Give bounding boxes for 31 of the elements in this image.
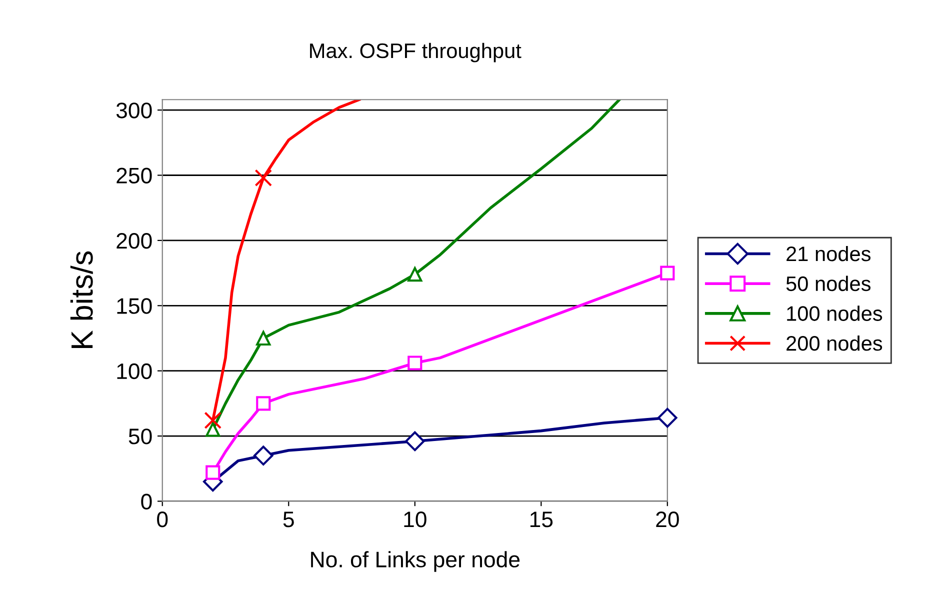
point bbox=[254, 169, 272, 187]
y-tick-label: 200 bbox=[116, 232, 152, 249]
point bbox=[658, 408, 678, 428]
y-tick-label: 50 bbox=[128, 428, 152, 444]
point bbox=[408, 356, 422, 370]
point bbox=[256, 396, 271, 411]
legend-label: 50 nodes bbox=[786, 276, 870, 292]
x-tick-label: 10 bbox=[404, 512, 426, 528]
point bbox=[660, 266, 675, 280]
x-axis-title: No. of Links per node bbox=[311, 551, 520, 572]
legend-label: 21 nodes bbox=[786, 246, 870, 262]
y-tick-label: 300 bbox=[116, 102, 152, 118]
x-tick-label: 0 bbox=[157, 512, 168, 528]
y-axis-title: K bits/s bbox=[70, 251, 93, 348]
point bbox=[204, 412, 222, 430]
y-tick-label: 250 bbox=[116, 168, 152, 184]
y-tick-label: 100 bbox=[117, 363, 152, 380]
point bbox=[206, 465, 220, 480]
chart-title: Max. OSPF throughput bbox=[310, 42, 522, 62]
point bbox=[408, 267, 422, 282]
x-tick-label: 15 bbox=[530, 512, 553, 528]
x-tick-label: 20 bbox=[656, 512, 679, 528]
y-tick-label: 150 bbox=[117, 298, 152, 314]
legend-label: 200 nodes bbox=[786, 335, 882, 351]
y-tick-label: 0 bbox=[141, 494, 152, 510]
point bbox=[405, 431, 425, 452]
point bbox=[253, 446, 274, 466]
point bbox=[256, 330, 271, 346]
x-tick-label: 5 bbox=[283, 512, 294, 528]
point bbox=[206, 422, 220, 437]
legend-label: 100 nodes bbox=[787, 306, 882, 321]
